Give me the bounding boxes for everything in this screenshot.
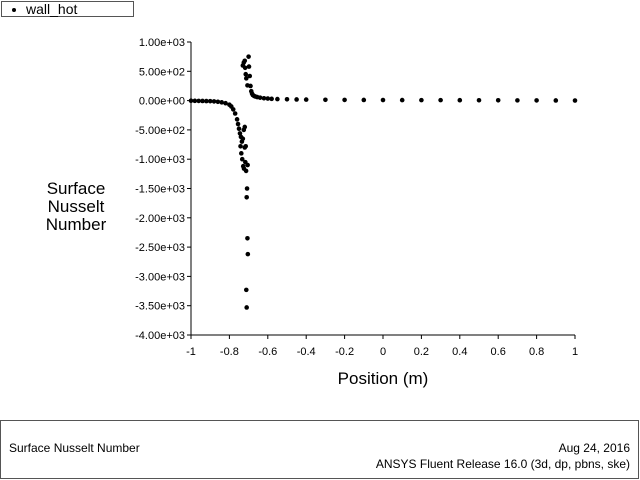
y-axis-label: Surface Nusselt Number (36, 180, 116, 234)
data-point (211, 99, 217, 104)
legend-label: wall_hot (26, 1, 78, 17)
data-point (215, 99, 221, 105)
data-point (438, 97, 443, 103)
y-axis-label-line-2: Nusselt (47, 197, 105, 216)
data-point (323, 97, 328, 103)
footer-panel: Surface Nusselt Number Aug 24, 2016 ANSY… (0, 420, 639, 479)
y-tick-label: -1.00e+03 (135, 154, 185, 166)
data-point (200, 98, 205, 104)
data-point (243, 76, 249, 81)
data-point (232, 111, 238, 116)
data-point (242, 58, 248, 64)
data-point (244, 186, 250, 191)
data-point (244, 305, 249, 310)
data-point (243, 168, 249, 174)
data-point (245, 162, 250, 168)
data-point (234, 117, 240, 122)
x-tick-label: -1 (186, 346, 196, 358)
x-tick-label: -0.8 (220, 346, 239, 358)
data-point (275, 96, 280, 102)
data-point (230, 107, 236, 112)
data-point (269, 96, 274, 102)
data-point (361, 97, 367, 103)
data-point (239, 156, 245, 162)
data-point (246, 54, 251, 59)
footer-date: Aug 24, 2016 (558, 441, 630, 455)
data-point (238, 144, 243, 149)
ticks: 1.00e+03 5.00e+02 0.00e+00 -5.00e+02 -1.00e+… (135, 37, 578, 358)
data-point (244, 194, 249, 200)
y-tick-label: 0.00e+00 (139, 96, 185, 108)
data-point (246, 64, 252, 69)
data-point (553, 98, 559, 103)
data-point (380, 97, 386, 103)
data-point (237, 131, 243, 136)
x-tick-label: -0.6 (258, 346, 277, 358)
data-point (419, 97, 424, 103)
data-points (188, 54, 578, 310)
x-tick-label: 1 (572, 346, 578, 358)
data-point (495, 98, 501, 103)
x-axis-label: Position (m) (337, 369, 429, 388)
data-point (223, 100, 228, 106)
data-point (342, 97, 347, 103)
y-tick-label: 1.00e+03 (139, 37, 185, 49)
data-point (204, 98, 209, 104)
data-point (515, 98, 520, 103)
plot-area: 1.00e+03 5.00e+02 0.00e+00 -5.00e+02 -1.00e+… (135, 37, 578, 358)
x-tick-label: -0.4 (297, 346, 316, 358)
x-tick-label: 0.6 (491, 346, 506, 358)
x-tick-label: 0.8 (529, 346, 544, 358)
data-point (534, 98, 539, 103)
data-point (243, 144, 249, 149)
data-point (294, 97, 299, 102)
data-point (192, 98, 198, 104)
y-tick-label: -2.50e+03 (135, 242, 185, 254)
y-tick-label: 5.00e+02 (139, 66, 185, 78)
y-tick-label: -3.50e+03 (135, 301, 185, 313)
data-point (261, 95, 267, 101)
y-tick-label: -3.00e+03 (135, 271, 185, 283)
data-point (457, 97, 463, 103)
data-point (303, 97, 309, 102)
data-point (242, 65, 248, 71)
data-point (247, 73, 253, 79)
legend: wall_hot (1, 1, 134, 17)
y-tick-label: -5.00e+02 (135, 125, 185, 137)
data-point (399, 97, 405, 103)
legend-marker (12, 8, 16, 12)
y-tick-label: -4.00e+03 (135, 330, 185, 342)
data-point (236, 126, 242, 132)
y-axis-label-line-3: Number (45, 215, 107, 234)
data-point (240, 136, 246, 141)
y-axis-label-line-1: Surface (46, 179, 106, 198)
data-point (245, 251, 251, 257)
y-tick-label: -2.00e+03 (135, 213, 185, 225)
data-point (245, 236, 250, 241)
data-point (188, 98, 194, 104)
x-tick-label: -0.2 (335, 346, 354, 358)
data-point (242, 124, 248, 130)
x-tick-label: 0.2 (414, 346, 429, 358)
data-point (235, 121, 241, 127)
data-point (219, 100, 225, 105)
footer-title: Surface Nusselt Number (9, 441, 140, 455)
data-point (265, 96, 271, 101)
data-point (257, 95, 263, 100)
y-tick-label: -1.50e+03 (135, 184, 185, 196)
x-tick-label: 0 (380, 346, 386, 358)
data-point (196, 98, 201, 104)
data-point (239, 151, 244, 156)
x-tick-label: 0.4 (452, 346, 467, 358)
data-point (572, 98, 578, 103)
data-point (284, 97, 290, 102)
footer-release: ANSYS Fluent Release 16.0 (3d, dp, pbns,… (375, 457, 630, 471)
data-point (248, 83, 253, 89)
data-point (243, 287, 249, 293)
data-point (207, 98, 213, 104)
data-point (243, 71, 249, 77)
data-point (476, 97, 482, 103)
